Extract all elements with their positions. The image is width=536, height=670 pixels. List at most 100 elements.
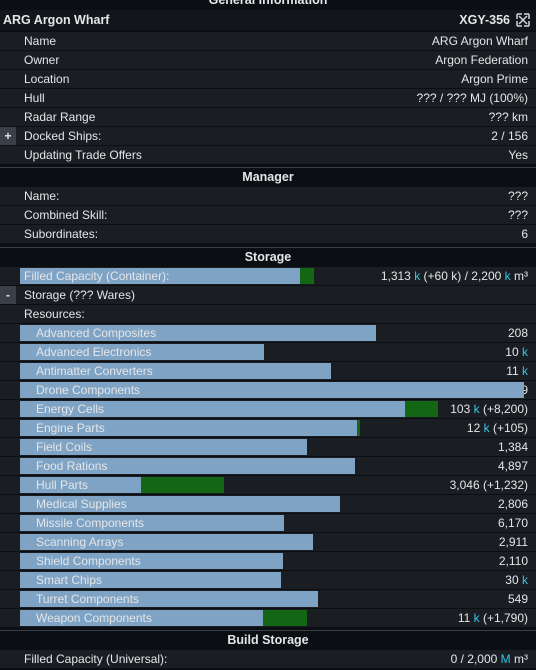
- ware-name: Smart Chips: [36, 573, 103, 587]
- ware-name: Food Rations: [36, 459, 108, 473]
- ware-name: Advanced Electronics: [36, 345, 152, 359]
- ware-row: 2,911 Scanning Arrays: [0, 533, 536, 551]
- ware-name: Scanning Arrays: [36, 535, 124, 549]
- label: Combined Skill:: [24, 208, 108, 222]
- label: Radar Range: [24, 110, 96, 124]
- section-header: Storage: [0, 247, 536, 266]
- ware-name: Field Coils: [36, 440, 93, 454]
- ware-row: 2,806 Medical Supplies: [0, 495, 536, 513]
- ware-name: Engine Parts: [36, 421, 105, 435]
- value: 3,046 (+1,232): [449, 478, 528, 492]
- label: Name: [24, 34, 57, 48]
- value: Argon Prime: [461, 72, 528, 86]
- ware-name: Weapon Components: [36, 611, 152, 625]
- station-name: ARG Argon Wharf: [3, 13, 110, 27]
- collapse-button[interactable]: -: [0, 286, 16, 304]
- ware-gauge: [20, 572, 281, 588]
- ware-name: Antimatter Converters: [36, 364, 153, 378]
- label: Updating Trade Offers: [24, 148, 142, 162]
- ware-row: 6,170 Missile Components: [0, 514, 536, 532]
- ware-gauge-incoming: [357, 420, 360, 436]
- ware-gauge: [20, 344, 264, 360]
- ware-row: 549 Turret Components: [0, 590, 536, 608]
- info-row: Radar Range ??? km: [0, 108, 536, 126]
- info-row: Updating Trade Offers Yes: [0, 146, 536, 164]
- value: 6: [521, 227, 528, 241]
- ware-name: Advanced Composites: [36, 326, 157, 340]
- value: 2 / 156: [491, 129, 528, 143]
- value: 12 k (+105): [466, 421, 528, 435]
- value: ???: [507, 189, 528, 203]
- manager-row: Combined Skill:???: [0, 206, 536, 224]
- value: 549: [507, 592, 528, 606]
- ware-name: Missile Components: [36, 516, 145, 530]
- section-header: Build Storage: [0, 630, 536, 649]
- ware-row: 11 k Antimatter Converters: [0, 362, 536, 380]
- value: 11 k (+1,790): [457, 611, 528, 625]
- label: Filled Capacity (Container):: [24, 269, 170, 283]
- value: 2,911: [498, 535, 528, 549]
- info-row: Location Argon Prime: [0, 70, 536, 88]
- label: Location: [24, 72, 70, 86]
- ware-gauge: [20, 553, 283, 569]
- ware-row: 3,046 (+1,232) Hull Parts: [0, 476, 536, 494]
- section-header: Manager: [0, 167, 536, 186]
- storage-group-row: Storage (??? Wares) -: [0, 286, 536, 304]
- label: Name:: [24, 189, 60, 203]
- ware-gauge: [20, 401, 405, 417]
- info-row: Docked Ships: 2 / 156 +: [0, 127, 536, 145]
- ware-gauge: [20, 363, 331, 379]
- ware-gauge: [20, 325, 376, 341]
- value: ??? km: [488, 110, 528, 124]
- value: 6,170: [497, 516, 528, 530]
- manager-row: Name:???: [0, 187, 536, 205]
- ware-gauge: [20, 420, 357, 436]
- value: 208: [507, 326, 528, 340]
- label: Owner: [24, 53, 60, 67]
- expand-icon[interactable]: [516, 13, 530, 27]
- ware-row: 10 k Advanced Electronics: [0, 343, 536, 361]
- ware-name: Energy Cells: [36, 402, 105, 416]
- capacity-row: Filled Capacity (Universal): 0 / 2,000 M …: [0, 650, 536, 668]
- value: 2,806: [497, 497, 528, 511]
- value: 1,384: [497, 440, 528, 454]
- section-header: General Information: [0, 0, 536, 9]
- resources-row: Resources:: [0, 305, 536, 323]
- value: 11 k: [506, 364, 528, 378]
- ware-row: 103 k (+8,200) Energy Cells: [0, 400, 536, 418]
- value: ??? / ??? MJ (100%): [416, 91, 528, 105]
- capacity-gauge-incoming: [300, 268, 314, 284]
- value: 10 k: [505, 345, 528, 359]
- info-row: Owner Argon Federation: [0, 51, 536, 69]
- ware-gauge: [20, 458, 355, 474]
- ware-row: 1,384 Field Coils: [0, 438, 536, 456]
- capacity-row: 1,313 k (+60 k) / 2,200 k m³ Filled Capac…: [0, 267, 536, 285]
- ware-row: 30 k Smart Chips: [0, 571, 536, 589]
- ware-name: Hull Parts: [36, 478, 89, 492]
- label: Resources:: [24, 307, 85, 321]
- ware-gauge: [20, 477, 141, 493]
- label: Docked Ships:: [24, 129, 102, 143]
- value: 103 k (+8,200): [450, 402, 528, 416]
- label: Storage (??? Wares): [24, 288, 135, 302]
- ware-row: 2,919Drone Components: [0, 381, 536, 399]
- ware-row: 208 Advanced Composites: [0, 324, 536, 342]
- ware-gauge-incoming: [141, 477, 224, 493]
- ware-gauge: [20, 382, 524, 398]
- expand-button[interactable]: +: [0, 127, 16, 145]
- ware-gauge: [20, 591, 318, 607]
- ware-gauge: [20, 534, 313, 550]
- value: ARG Argon Wharf: [431, 34, 528, 48]
- title-row: ARG Argon Wharf XGY-356: [0, 10, 536, 30]
- value: ???: [507, 208, 528, 222]
- ware-gauge: [20, 439, 307, 455]
- manager-row: Subordinates: 6: [0, 225, 536, 243]
- ware-name: Drone Components: [36, 383, 141, 397]
- ware-row: 11 k (+1,790) Weapon Components: [0, 609, 536, 627]
- station-code: XGY-356: [459, 13, 510, 27]
- ware-gauge: [20, 610, 263, 626]
- label: Subordinates:: [24, 227, 99, 241]
- value: Yes: [508, 148, 528, 162]
- value: Argon Federation: [435, 53, 528, 67]
